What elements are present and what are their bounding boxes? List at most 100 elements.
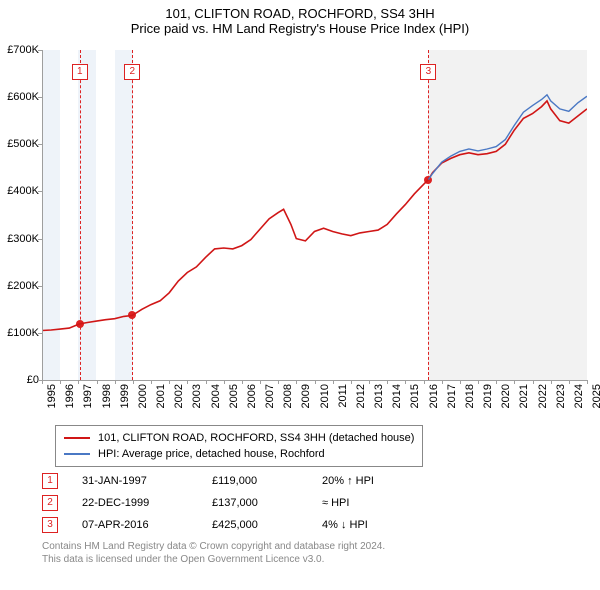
y-tick-label: £500K	[7, 138, 39, 150]
footer-line-2: This data is licensed under the Open Gov…	[42, 553, 385, 566]
x-tick	[296, 380, 297, 384]
y-tick	[38, 286, 42, 287]
event-hpi: ≈ HPI	[322, 497, 349, 509]
x-tick	[333, 380, 334, 384]
y-tick	[38, 50, 42, 51]
event-hpi: 4% ↓ HPI	[322, 519, 368, 531]
footer-line-1: Contains HM Land Registry data © Crown c…	[42, 540, 385, 553]
event-row: 2 22-DEC-1999£137,000≈ HPI	[42, 492, 374, 514]
x-tick	[151, 380, 152, 384]
y-tick-label: £300K	[7, 233, 39, 245]
legend-item: 101, CLIFTON ROAD, ROCHFORD, SS4 3HH (de…	[64, 430, 414, 446]
x-tick	[387, 380, 388, 384]
x-tick	[496, 380, 497, 384]
event-price: £425,000	[212, 519, 322, 531]
x-tick	[424, 380, 425, 384]
x-tick	[224, 380, 225, 384]
x-tick	[187, 380, 188, 384]
legend-item: HPI: Average price, detached house, Roch…	[64, 446, 414, 462]
x-tick-label: 2005	[228, 384, 240, 408]
event-row: 3 07-APR-2016£425,0004% ↓ HPI	[42, 514, 374, 536]
y-tick	[38, 239, 42, 240]
event-number-box: 2	[42, 495, 58, 511]
series-line	[42, 101, 587, 331]
x-tick	[405, 380, 406, 384]
footer-attribution: Contains HM Land Registry data © Crown c…	[42, 540, 385, 566]
event-price: £119,000	[212, 475, 322, 487]
x-tick-label: 2000	[137, 384, 149, 408]
x-tick	[569, 380, 570, 384]
x-tick-label: 2015	[409, 384, 421, 408]
x-tick	[369, 380, 370, 384]
x-tick	[115, 380, 116, 384]
y-tick-label: £400K	[7, 185, 39, 197]
x-tick-label: 1999	[119, 384, 131, 408]
x-tick-label: 2012	[355, 384, 367, 408]
legend-label: 101, CLIFTON ROAD, ROCHFORD, SS4 3HH (de…	[98, 432, 414, 444]
chart-subtitle: Price paid vs. HM Land Registry's House …	[0, 21, 600, 36]
x-tick-label: 2013	[373, 384, 385, 408]
x-tick-label: 2018	[464, 384, 476, 408]
x-tick-label: 2014	[391, 384, 403, 408]
x-tick-label: 1998	[101, 384, 113, 408]
x-tick-label: 2002	[173, 384, 185, 408]
x-tick	[587, 380, 588, 384]
x-tick-label: 2021	[518, 384, 530, 408]
x-tick	[533, 380, 534, 384]
y-tick	[38, 97, 42, 98]
event-date: 07-APR-2016	[82, 519, 212, 531]
x-tick	[278, 380, 279, 384]
x-tick-label: 1996	[64, 384, 76, 408]
x-tick	[78, 380, 79, 384]
chart-plot-area: 123 £0£100K£200K£300K£400K£500K£600K£700…	[42, 50, 587, 380]
chart-line-series	[42, 50, 587, 380]
legend-swatch	[64, 437, 90, 439]
y-tick-label: £200K	[7, 280, 39, 292]
x-tick-label: 2008	[282, 384, 294, 408]
x-tick	[242, 380, 243, 384]
x-tick	[97, 380, 98, 384]
x-tick-label: 2020	[500, 384, 512, 408]
x-tick-label: 2009	[300, 384, 312, 408]
x-tick	[315, 380, 316, 384]
x-tick	[133, 380, 134, 384]
x-tick-label: 2007	[264, 384, 276, 408]
y-tick	[38, 333, 42, 334]
x-tick-label: 2016	[428, 384, 440, 408]
y-tick	[38, 191, 42, 192]
x-tick	[478, 380, 479, 384]
x-tick	[351, 380, 352, 384]
event-row: 131-JAN-1997£119,00020% ↑ HPI	[42, 470, 374, 492]
y-tick-label: £100K	[7, 327, 39, 339]
x-tick-label: 1995	[46, 384, 58, 408]
y-tick-label: £700K	[7, 44, 39, 56]
x-tick-label: 2001	[155, 384, 167, 408]
x-tick	[460, 380, 461, 384]
x-tick	[42, 380, 43, 384]
legend-swatch	[64, 453, 90, 455]
event-number-box: 1	[42, 473, 58, 489]
legend-label: HPI: Average price, detached house, Roch…	[98, 448, 325, 460]
x-tick-label: 2023	[555, 384, 567, 408]
x-tick-label: 2006	[246, 384, 258, 408]
event-date: 22-DEC-1999	[82, 497, 212, 509]
x-tick-label: 2011	[337, 384, 349, 408]
event-number-box: 3	[42, 517, 58, 533]
x-tick	[260, 380, 261, 384]
x-tick-label: 2025	[591, 384, 600, 408]
y-tick-label: £600K	[7, 91, 39, 103]
x-tick-label: 2019	[482, 384, 494, 408]
x-tick-label: 2017	[446, 384, 458, 408]
x-tick-label: 2022	[537, 384, 549, 408]
event-price: £137,000	[212, 497, 322, 509]
x-tick	[551, 380, 552, 384]
event-hpi: 20% ↑ HPI	[322, 475, 374, 487]
y-tick	[38, 144, 42, 145]
x-tick	[442, 380, 443, 384]
series-line	[428, 95, 587, 180]
x-tick-label: 2024	[573, 384, 585, 408]
chart-title: 101, CLIFTON ROAD, ROCHFORD, SS4 3HH	[0, 0, 600, 21]
x-tick	[206, 380, 207, 384]
x-tick	[514, 380, 515, 384]
x-tick-label: 2010	[319, 384, 331, 408]
